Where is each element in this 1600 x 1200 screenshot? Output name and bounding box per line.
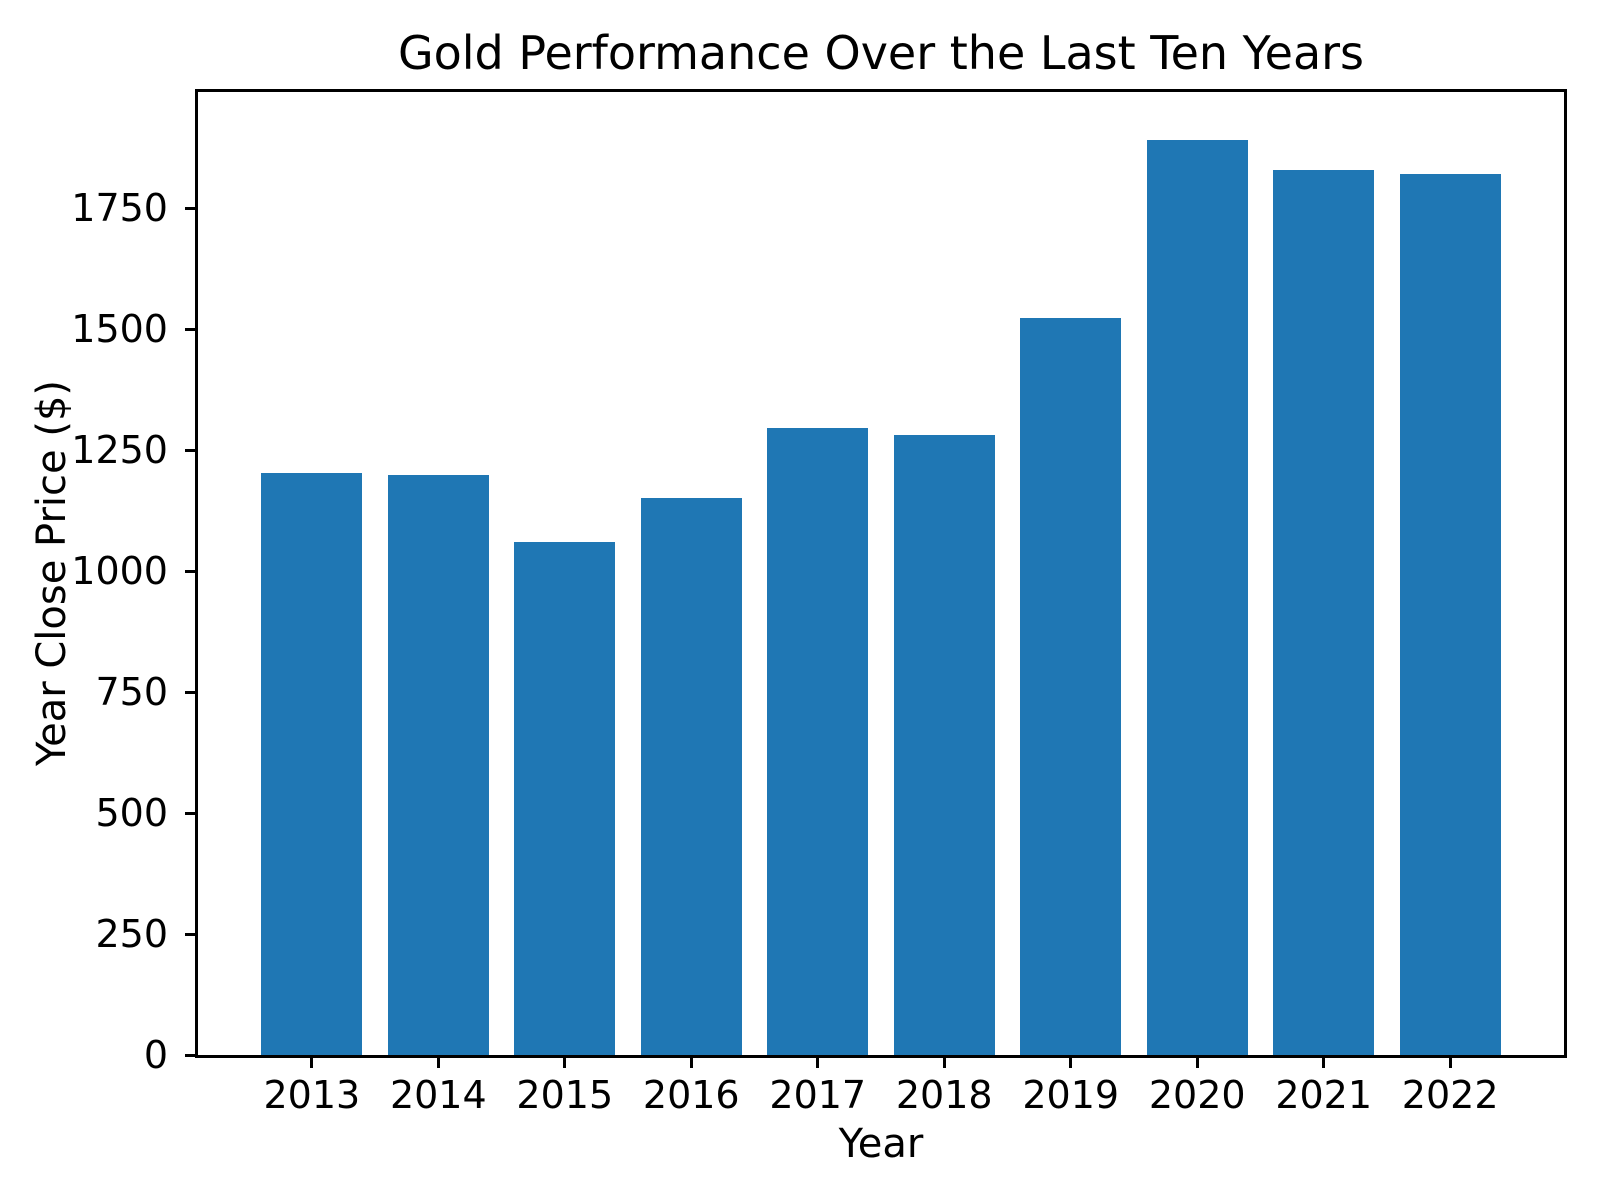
bar-2021	[1273, 169, 1375, 1055]
y-tick	[185, 327, 195, 331]
x-tick-label: 2017	[769, 1073, 867, 1117]
y-tick	[185, 206, 195, 210]
bar-2017	[767, 427, 869, 1055]
bar-2016	[640, 498, 742, 1055]
x-tick-label: 2018	[895, 1073, 993, 1117]
x-tick-label: 2016	[642, 1073, 740, 1117]
y-tick	[185, 448, 195, 452]
x-tick-label: 2014	[389, 1073, 487, 1117]
y-tick-label: 500	[95, 791, 168, 836]
x-tick	[689, 1058, 693, 1068]
y-tick-label: 250	[95, 912, 168, 957]
y-tick-label: 750	[95, 670, 168, 715]
bar-2020	[1146, 139, 1248, 1055]
y-tick-label: 1750	[71, 186, 168, 231]
y-axis-label: Year Close Price ($)	[29, 379, 75, 767]
x-tick	[310, 1058, 314, 1068]
y-tick	[185, 690, 195, 694]
bar-2015	[514, 542, 616, 1055]
chart-title: Gold Performance Over the Last Ten Years	[397, 26, 1365, 80]
x-tick-label: 2019	[1022, 1073, 1120, 1117]
y-tick-label: 0	[143, 1033, 168, 1077]
x-tick-label: 2015	[516, 1073, 614, 1117]
y-tick-label: 1250	[71, 428, 168, 473]
bar-2022	[1399, 174, 1501, 1055]
x-tick	[942, 1058, 946, 1068]
y-tick	[185, 932, 195, 936]
y-tick	[185, 569, 195, 573]
y-tick	[185, 811, 195, 815]
x-tick	[1322, 1058, 1326, 1068]
x-tick	[563, 1058, 567, 1068]
plot-area: 0 250 500 750 1000 1250 1500 1750 2013 2014 2015 20…	[71, 89, 1567, 1116]
bar-2014	[387, 474, 489, 1055]
x-tick-label: 2022	[1401, 1073, 1499, 1117]
x-tick-label: 2013	[263, 1073, 361, 1117]
x-axis-label: Year	[838, 1121, 924, 1167]
bar-2013	[261, 473, 363, 1055]
x-tick	[1448, 1058, 1452, 1068]
y-tick	[185, 1053, 195, 1057]
x-tick	[1069, 1058, 1073, 1068]
y-tick-label: 1500	[71, 307, 168, 352]
x-tick	[1195, 1058, 1199, 1068]
x-tick-label: 2021	[1275, 1073, 1373, 1117]
bar-2018	[893, 435, 995, 1055]
x-tick	[436, 1058, 440, 1068]
x-tick	[816, 1058, 820, 1068]
y-tick-label: 1000	[71, 549, 168, 594]
bar-2019	[1020, 318, 1122, 1055]
x-tick-label: 2020	[1148, 1073, 1246, 1117]
